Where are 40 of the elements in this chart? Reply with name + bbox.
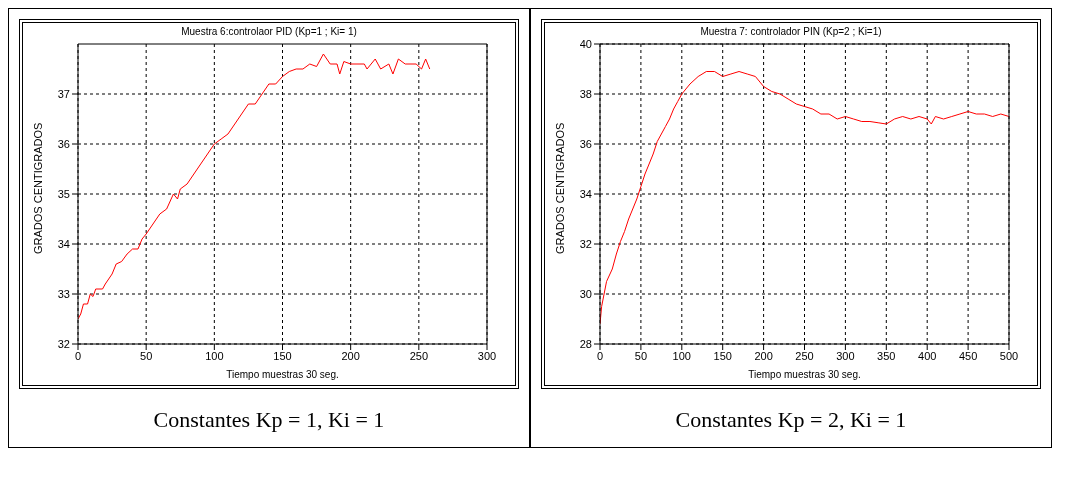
x-tick-label: 350 <box>877 349 896 362</box>
chart-title: Muestra 7: controlador PIN (Kp=2 ; Ki=1) <box>699 26 883 37</box>
x-tick-label: 100 <box>672 349 691 362</box>
x-tick-label: 100 <box>205 349 224 362</box>
x-tick-label: 250 <box>795 349 814 362</box>
y-tick-label: 30 <box>579 287 592 300</box>
x-tick-label: 0 <box>596 349 604 362</box>
x-tick-label: 300 <box>836 349 855 362</box>
y-axis-title: GRADOS CENTIGRADOS <box>31 122 44 254</box>
y-axis-title: GRADOS CENTIGRADOS <box>553 122 566 254</box>
x-tick-label: 150 <box>273 349 292 362</box>
y-tick-label: 36 <box>57 137 70 150</box>
x-tick-label: 200 <box>754 349 773 362</box>
x-tick-label: 0 <box>74 349 82 362</box>
line-series <box>78 53 431 320</box>
x-axis-title: Tiempo muestras 30 seg. <box>226 369 339 380</box>
x-tick-label: 500 <box>999 349 1019 362</box>
x-tick-label: 200 <box>341 349 360 362</box>
y-tick-label: 34 <box>579 187 592 200</box>
y-tick-label: 34 <box>57 237 70 250</box>
x-tick-label: 50 <box>634 349 648 362</box>
y-tick-label: 32 <box>57 337 70 350</box>
x-tick-label: 250 <box>409 349 429 362</box>
y-tick-label: 38 <box>579 87 592 100</box>
y-tick-label: 40 <box>579 37 592 50</box>
y-tick-label: 37 <box>57 87 70 100</box>
x-tick-label: 450 <box>958 349 978 362</box>
chart-title: Muestra 6:controlaor PID (Kp=1 ; Ki= 1) <box>180 26 358 37</box>
x-tick-label: 150 <box>713 349 732 362</box>
text: Constantes Kp = 2, Ki = 1 <box>674 406 908 434</box>
y-tick-label: 32 <box>579 237 592 250</box>
x-tick-label: 50 <box>140 349 153 362</box>
y-tick-label: 28 <box>579 337 592 350</box>
x-axis-title: Tiempo muestras 30 seg. <box>748 369 861 380</box>
y-tick-label: 35 <box>57 187 70 200</box>
text: Constantes Kp = 1, Ki = 1 <box>152 406 386 434</box>
y-tick-label: 36 <box>579 137 592 150</box>
y-tick-label: 33 <box>57 287 70 300</box>
x-tick-label: 400 <box>918 349 937 362</box>
x-tick-label: 300 <box>477 349 497 362</box>
